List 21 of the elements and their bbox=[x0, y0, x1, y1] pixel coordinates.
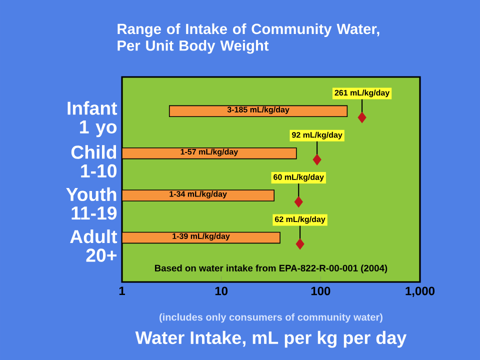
chart-title: Range of Intake of Community Water, Per Unit Body Weight bbox=[118, 23, 380, 54]
x-tick-label: 10 bbox=[215, 286, 228, 296]
data-label: 3-185 mL/kg/day bbox=[227, 106, 290, 114]
y-tick-label: Youth 11-19 bbox=[66, 187, 117, 220]
data-label: 1-39 mL/kg/day bbox=[172, 233, 230, 241]
bar bbox=[168, 105, 348, 118]
y-tick-label: Infant 1 yo bbox=[68, 101, 118, 138]
x-tick-label: 1 bbox=[119, 286, 125, 295]
x-axis-title: Water Intake, mL per kg per day bbox=[135, 330, 407, 348]
data-label: 1-34 mL/kg/day bbox=[170, 190, 227, 198]
data-label: 62 mL/kg/day bbox=[274, 216, 326, 224]
y-tick-label: Child 1-10 bbox=[71, 145, 117, 178]
text: (includes only consumers of community water) bbox=[160, 313, 382, 323]
x-tick-label: 1,000 bbox=[406, 286, 435, 297]
data-label: 60 mL/kg/day bbox=[274, 174, 324, 182]
y-tick-label: Adult 20+ bbox=[70, 230, 118, 262]
data-label: 1-57 mL/kg/day bbox=[180, 148, 238, 156]
x-tick-label: 100 bbox=[311, 286, 330, 296]
data-label: 92 mL/kg/day bbox=[292, 132, 342, 140]
data-label: 261 mL/kg/day bbox=[334, 90, 390, 98]
annotation: Based on water intake from EPA-822-R-00-001 (2004) bbox=[155, 264, 388, 274]
